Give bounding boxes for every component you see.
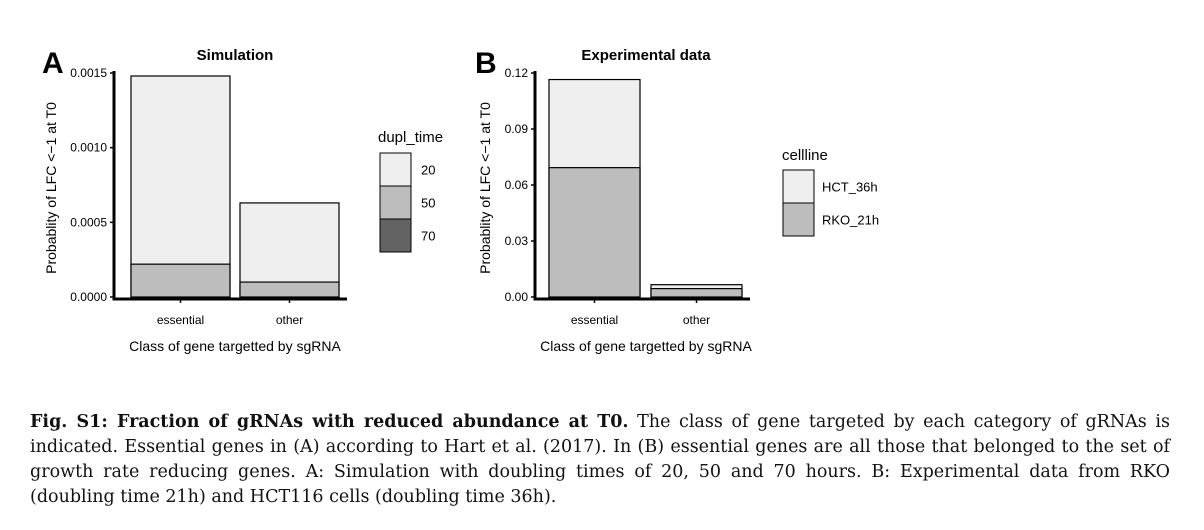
legend-swatch-20	[379, 152, 412, 187]
y-axis-title: Probablity of LFC <−1 at T0	[477, 102, 493, 274]
legend-title: dupl_time	[378, 129, 443, 146]
legend-swatch-50	[379, 185, 412, 220]
y-tick-label: 0.0010	[70, 141, 107, 155]
caption-body: The class of gene targeted by each categ…	[30, 412, 1170, 507]
figure: A Simulation 0.0000 0.0005 0.0010 0.0015 essen…	[42, 47, 879, 354]
legend-label-20: 20	[421, 163, 435, 178]
x-tick-label-other: other	[276, 313, 303, 327]
y-tick-label: 0.12	[505, 66, 529, 80]
bar-other-50	[239, 281, 340, 298]
panel-letter-a: A	[42, 47, 64, 80]
y-axis-title: Probablity of LFC <−1 at T0	[43, 102, 59, 274]
y-tick-label: 0.09	[505, 122, 529, 136]
bar-other-rko-21h	[650, 288, 743, 298]
x-axis-title: Class of gene targetted by sgRNA	[540, 338, 752, 354]
caption-lead: Fig. S1: Fraction of gRNAs with reduced …	[30, 412, 629, 432]
legend-label-rko-21h: RKO_21h	[822, 213, 879, 228]
legend-swatch-rko-21h	[782, 202, 815, 237]
x-tick-label-essential: essential	[571, 313, 618, 327]
chart-title: Simulation	[197, 47, 274, 64]
legend-label-70: 70	[421, 229, 435, 244]
y-tick-label: 0.0000	[70, 290, 107, 304]
x-tick-label-other: other	[683, 313, 710, 327]
figure-caption: Fig. S1: Fraction of gRNAs with reduced …	[30, 410, 1170, 510]
y-tick-label: 0.0005	[70, 215, 107, 229]
panel-letter-b: B	[475, 47, 497, 80]
y-tick-label: 0.03	[505, 234, 529, 248]
chart-title: Experimental data	[581, 47, 711, 64]
legend-title: cellline	[782, 147, 828, 164]
legend-swatch-hct-36h	[782, 169, 815, 204]
x-axis-title: Class of gene targetted by sgRNA	[129, 338, 341, 354]
y-tick-label: 0.00	[505, 290, 529, 304]
bar-essential-20	[130, 75, 231, 298]
legend-swatch-70	[379, 218, 412, 253]
legend-label-hct-36h: HCT_36h	[822, 180, 878, 195]
legend-label-50: 50	[421, 196, 435, 211]
bar-essential-rko-21h	[548, 167, 641, 298]
y-tick-label: 0.0015	[70, 66, 107, 80]
bar-essential-50	[130, 263, 231, 298]
x-tick-label-essential: essential	[157, 313, 204, 327]
y-tick-label: 0.06	[505, 178, 529, 192]
